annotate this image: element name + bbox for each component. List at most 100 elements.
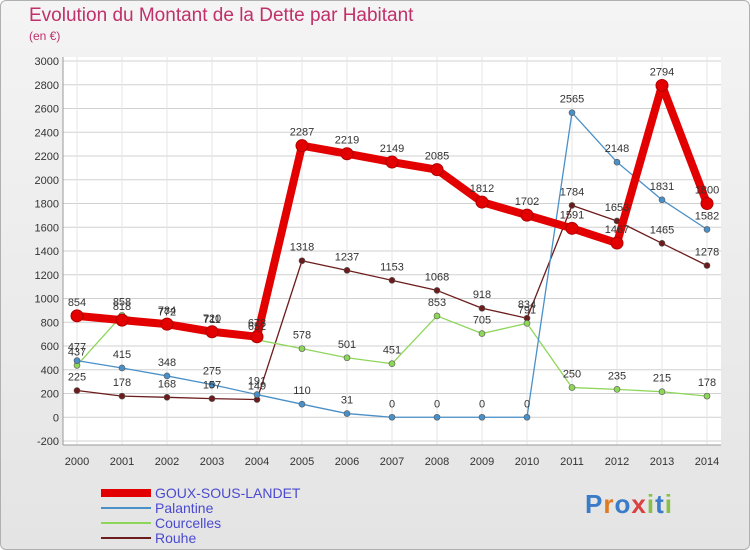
y-tick-label: 2200 — [35, 151, 59, 163]
data-point — [478, 304, 486, 312]
data-point — [568, 384, 576, 391]
data-label: 1812 — [470, 183, 494, 195]
data-label: 2794 — [650, 66, 674, 78]
data-label: 705 — [473, 315, 491, 327]
legend-label: Palantine — [155, 499, 214, 516]
data-point — [343, 267, 351, 274]
legend-label: Courcelles — [155, 514, 222, 531]
data-label: 1237 — [335, 251, 359, 263]
data-point — [520, 208, 534, 222]
data-label: 791 — [518, 304, 536, 316]
data-point — [565, 221, 579, 235]
x-tick-label: 2000 — [65, 456, 89, 468]
data-label: 0 — [389, 398, 395, 410]
logo-letter: i — [664, 489, 673, 519]
x-tick-label: 2014 — [695, 456, 719, 468]
x-tick-label: 2005 — [290, 456, 314, 468]
data-label: 415 — [113, 349, 131, 361]
data-point — [388, 360, 396, 367]
legend-item: GOUX-SOUS-LANDET — [101, 484, 301, 501]
data-point — [250, 330, 264, 344]
data-point — [568, 202, 576, 209]
data-point — [343, 410, 351, 417]
data-label: 854 — [68, 297, 86, 309]
data-label: 1467 — [605, 224, 629, 236]
data-label: 678 — [248, 318, 266, 330]
data-label: 1582 — [695, 210, 719, 222]
y-tick-label: 2400 — [35, 127, 59, 139]
data-point — [385, 155, 399, 169]
y-tick-label: 2600 — [35, 104, 59, 116]
data-label: 477 — [68, 342, 86, 354]
data-label: 191 — [248, 376, 266, 388]
data-point — [298, 257, 306, 265]
legend-swatch — [101, 506, 151, 509]
y-tick-label: 1200 — [35, 270, 59, 282]
legend-label: GOUX-SOUS-LANDET — [155, 484, 301, 501]
data-point — [433, 413, 441, 421]
data-point — [700, 197, 714, 210]
x-tick-label: 2012 — [605, 456, 629, 468]
data-label: 225 — [68, 372, 86, 384]
data-label: 215 — [653, 373, 671, 385]
legend-item: Courcelles — [101, 514, 300, 531]
legend-item: Rouhe — [101, 529, 300, 546]
y-tick-label: 200 — [41, 389, 59, 401]
y-tick-label: 2000 — [35, 175, 59, 187]
data-label: 1800 — [695, 185, 719, 197]
logo-letter: t — [655, 489, 665, 519]
x-tick-label: 2003 — [200, 456, 224, 468]
data-point — [613, 158, 621, 166]
data-label: 711 — [203, 314, 221, 326]
data-label: 834 — [518, 299, 536, 311]
y-tick-label: 2800 — [35, 80, 59, 92]
data-label: 178 — [113, 377, 131, 389]
x-tick-label: 2010 — [515, 456, 539, 468]
data-label: 0 — [479, 398, 485, 410]
data-label: 2287 — [290, 127, 314, 139]
data-point — [523, 320, 531, 327]
data-label: 1591 — [560, 209, 584, 221]
x-tick-label: 2004 — [245, 456, 269, 468]
y-tick-label: 600 — [41, 341, 59, 353]
x-tick-label: 2011 — [560, 456, 584, 468]
data-label: 348 — [158, 357, 176, 369]
data-label: 501 — [338, 339, 356, 351]
data-label: 652 — [248, 321, 266, 333]
data-point — [118, 392, 126, 400]
data-label: 451 — [383, 345, 401, 357]
x-tick-label: 2002 — [155, 456, 179, 468]
data-label: 858 — [113, 296, 131, 308]
data-label: 110 — [293, 385, 311, 397]
logo-letter: P — [585, 489, 604, 519]
data-point — [208, 381, 216, 388]
data-label: 772 — [158, 307, 176, 319]
data-point — [658, 388, 666, 396]
data-point — [295, 139, 309, 153]
data-label: 1318 — [290, 242, 314, 254]
data-point — [118, 364, 126, 372]
y-tick-label: 1600 — [35, 222, 59, 234]
legend-label: Rouhe — [155, 529, 197, 546]
data-point — [70, 309, 84, 323]
data-point — [163, 372, 171, 380]
data-point — [433, 287, 441, 294]
data-label: 1465 — [650, 224, 674, 236]
legend-swatch — [101, 536, 151, 539]
data-label: 1653 — [605, 202, 629, 214]
legend-swatch — [101, 488, 151, 497]
data-point — [430, 163, 444, 177]
data-point — [343, 354, 351, 362]
data-label: 2565 — [560, 94, 584, 106]
logo-letter: x — [631, 489, 647, 519]
y-tick-label: 3000 — [35, 56, 59, 68]
data-label: 1831 — [650, 181, 674, 193]
data-label: 1068 — [425, 271, 449, 283]
data-label: 578 — [293, 330, 311, 342]
data-point — [478, 413, 486, 421]
data-label: 157 — [203, 380, 221, 392]
data-point — [160, 317, 174, 331]
data-label: 149 — [248, 381, 266, 393]
